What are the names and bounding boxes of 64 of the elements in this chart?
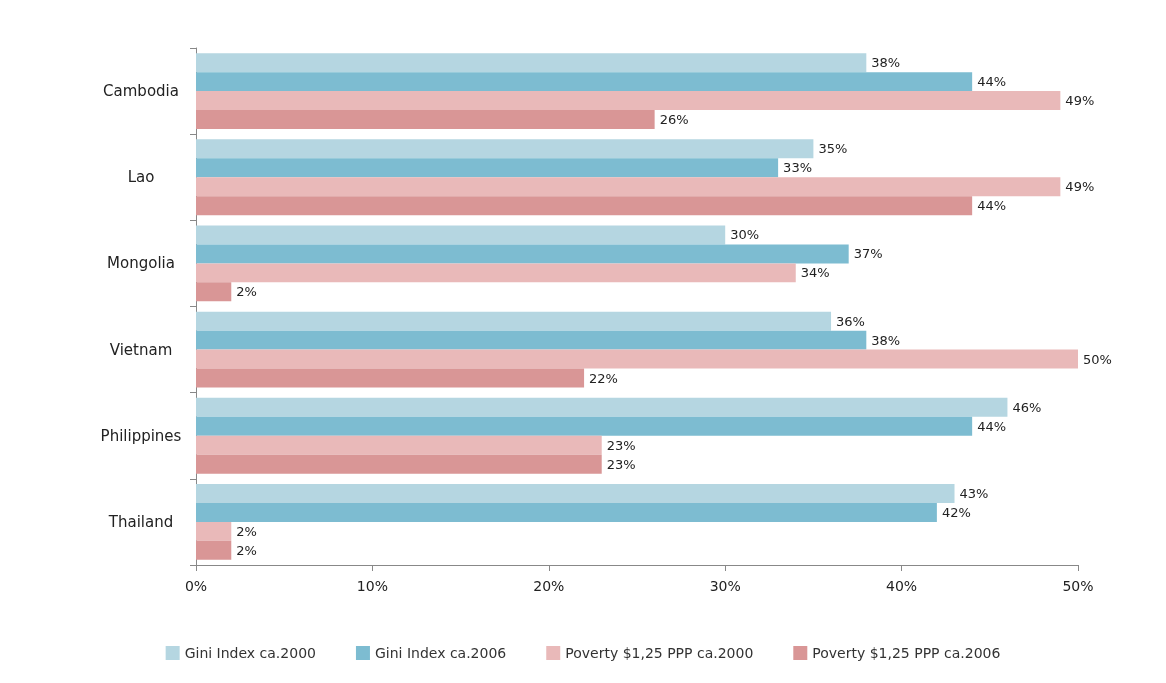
- bar: [196, 349, 1078, 369]
- bar: [196, 282, 232, 302]
- data-label: 46%: [1012, 399, 1042, 415]
- bar: [196, 416, 973, 436]
- x-tick-label: 30%: [709, 578, 741, 594]
- x-tick-label: 50%: [1062, 578, 1094, 594]
- data-label: 50%: [1083, 351, 1112, 367]
- y-tick-label: Cambodia: [103, 82, 179, 101]
- bar: [196, 110, 655, 129]
- data-label: 36%: [836, 313, 865, 329]
- bar: [196, 502, 937, 522]
- legend-label: Gini Index ca.2000: [184, 645, 316, 661]
- bar: [196, 91, 1061, 111]
- data-label: 23%: [606, 437, 636, 453]
- bar: [196, 435, 602, 455]
- data-label: 22%: [589, 370, 618, 386]
- legend-label: Poverty $1,25 PPP ca.2006: [812, 645, 1001, 661]
- legend-label: Gini Index ca.2006: [374, 645, 507, 661]
- y-tick-label: Mongolia: [107, 254, 175, 273]
- data-label: 44%: [977, 198, 1007, 214]
- bar: [196, 244, 849, 264]
- data-label: 2%: [236, 523, 257, 539]
- data-label: 23%: [606, 456, 636, 472]
- bar: [196, 311, 832, 331]
- data-label: 37%: [853, 246, 883, 262]
- bar: [196, 397, 1008, 417]
- data-label: 42%: [941, 504, 971, 520]
- bar: [196, 521, 232, 541]
- data-label: 34%: [800, 265, 830, 281]
- bar: [196, 139, 814, 159]
- x-tick-label: 40%: [886, 578, 918, 594]
- data-label: 38%: [871, 55, 901, 71]
- bar: [196, 53, 867, 73]
- data-label: 30%: [730, 227, 760, 243]
- bar: [196, 177, 1061, 197]
- x-tick-label: 20%: [533, 578, 565, 594]
- bar: [196, 196, 973, 216]
- bar: [196, 540, 232, 560]
- data-label: 2%: [236, 542, 257, 558]
- data-label: 35%: [818, 141, 848, 157]
- bar: [196, 330, 867, 350]
- bar: [196, 368, 585, 388]
- data-label: 2%: [236, 284, 257, 300]
- data-label: 43%: [959, 485, 989, 501]
- data-label: 38%: [871, 332, 901, 348]
- data-label: 44%: [977, 418, 1007, 434]
- x-tick-label: 10%: [356, 578, 388, 594]
- data-label: 33%: [783, 160, 813, 176]
- bar: [196, 72, 973, 92]
- bar: [196, 484, 955, 503]
- y-tick-label: Philippines: [100, 426, 182, 445]
- data-label: 26%: [659, 112, 689, 128]
- bar: [196, 454, 602, 474]
- legend-label: Poverty $1,25 PPP ca.2000: [565, 645, 754, 661]
- bar: [196, 263, 796, 283]
- y-tick-label: Lao: [127, 168, 155, 187]
- data-label: 49%: [1065, 93, 1095, 109]
- data-label: 49%: [1065, 179, 1095, 195]
- data-label: 44%: [977, 74, 1007, 90]
- bar: [196, 158, 779, 178]
- x-tick-label: 0%: [184, 578, 208, 594]
- y-tick-label: Vietnam: [109, 340, 173, 359]
- bar: [196, 225, 726, 245]
- y-tick-label: Thailand: [107, 512, 174, 531]
